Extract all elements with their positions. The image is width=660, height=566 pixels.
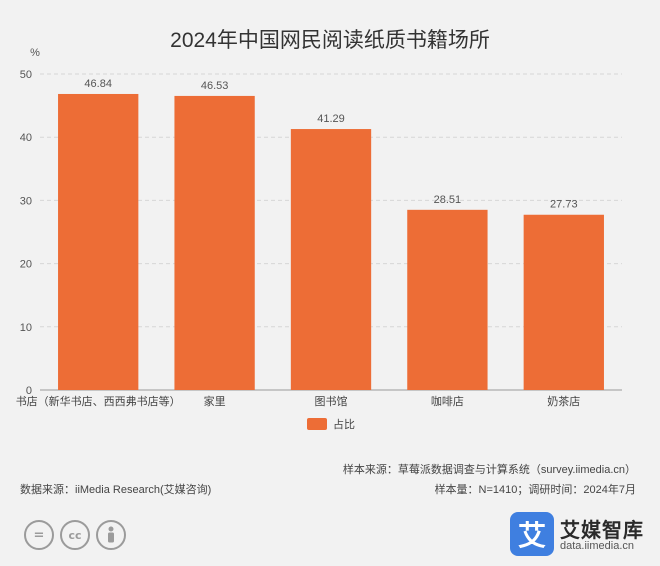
data-label: 28.51	[434, 194, 462, 206]
x-tick-label: 图书馆	[315, 394, 348, 408]
bar	[523, 214, 604, 390]
brand-logo-glyph: 艾	[517, 520, 546, 551]
equals-icon: =	[24, 520, 54, 550]
data-label: 27.73	[550, 199, 578, 211]
bar	[174, 95, 255, 391]
x-tick-label: 家里	[204, 394, 226, 408]
bar	[290, 129, 372, 391]
y-tick-label: 10	[20, 322, 32, 334]
y-tick-label: 20	[20, 259, 32, 271]
data-source-text: 数据来源：iiMedia Research(艾媒咨询)	[20, 484, 212, 496]
bar-chart: 0 10 20 30 40 50% 46.84 书店（新华书店、西西弗书店等） 46.53 家里 4…	[16, 47, 622, 431]
legend-swatch	[307, 418, 327, 430]
brand-name: 艾媒智库	[560, 520, 644, 542]
sample-source-text: 样本来源：草莓派数据调查与计算系统（survey.iimedia.cn）	[342, 464, 636, 476]
x-tick-label: 书店（新华书店、西西弗书店等）	[16, 394, 181, 408]
brand-url: data.iimedia.cn	[560, 540, 634, 552]
bar	[58, 93, 139, 391]
license-icons: = cc	[24, 520, 126, 550]
person-icon	[96, 520, 126, 550]
y-tick-label: 50	[20, 69, 32, 81]
data-label: 46.53	[201, 80, 229, 92]
y-unit-label: %	[30, 47, 40, 59]
y-tick-label: 0	[26, 385, 32, 397]
bar	[407, 209, 488, 390]
data-label: 41.29	[317, 113, 345, 125]
x-tick-label: 奶茶店	[547, 394, 580, 408]
cc-icon: cc	[60, 520, 90, 550]
x-tick-label: 咖啡店	[431, 394, 464, 408]
brand-logo: 艾	[510, 512, 554, 556]
chart-title: 2024年中国网民阅读纸质书籍场所	[170, 29, 490, 52]
y-tick-label: 30	[20, 195, 32, 207]
sample-size-text: 样本量：N=1410；调研时间：2024年7月	[434, 484, 636, 496]
data-label: 46.84	[84, 78, 112, 90]
y-tick-label: 40	[20, 132, 32, 144]
legend-label: 占比	[333, 417, 355, 431]
